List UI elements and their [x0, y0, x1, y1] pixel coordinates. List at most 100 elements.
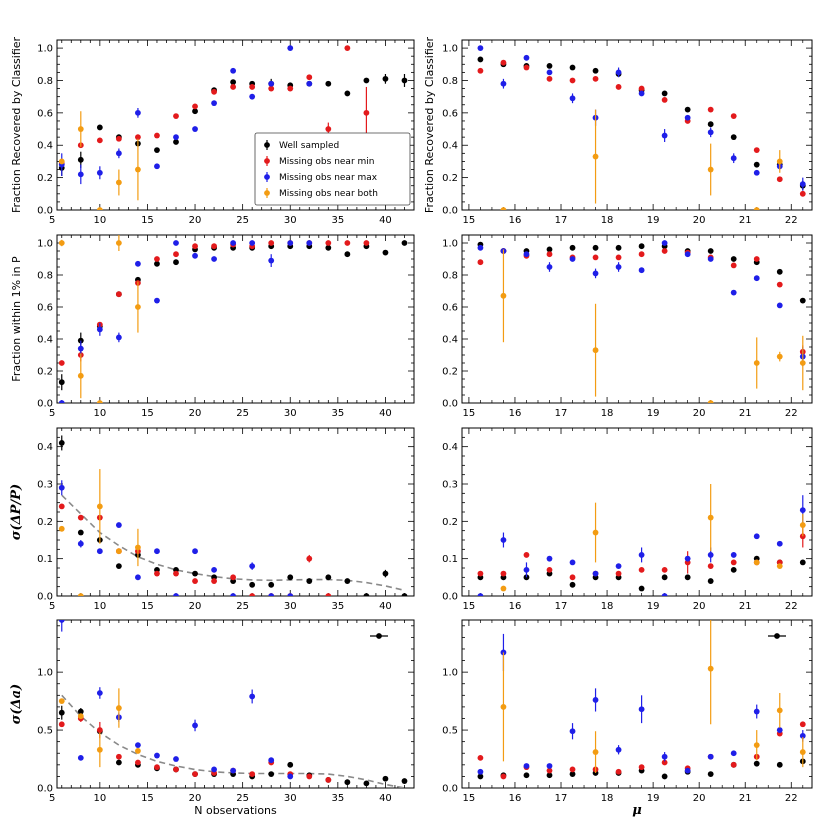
data-point	[77, 345, 84, 352]
data-point	[546, 566, 553, 573]
data-layer	[477, 620, 806, 780]
data-point	[58, 698, 65, 705]
data-point	[546, 264, 553, 270]
data-point	[192, 578, 198, 584]
panel-sigmaA_mu: 15 16 17 18 19 20 21 22 0.0 0.5 1.0 μ	[442, 619, 813, 818]
data-point	[592, 270, 599, 277]
y-tick-label: 0.5	[37, 726, 53, 737]
data-point	[268, 80, 275, 87]
data-point	[96, 400, 103, 403]
data-point	[58, 440, 65, 446]
data-point	[753, 708, 760, 715]
data-point	[753, 360, 760, 366]
y-axis-label: σ(ΔP/P)	[9, 484, 24, 540]
y-tick-label: 0.0	[37, 784, 53, 795]
data-point	[730, 750, 737, 757]
x-tick-label: 25	[236, 408, 249, 419]
data-point	[776, 761, 783, 768]
x-tick-label: 25	[236, 601, 249, 612]
legend-marker	[376, 633, 382, 639]
y-tick-label: 0.0	[442, 399, 458, 410]
y-tick-label: 0.5	[442, 726, 458, 737]
data-point	[306, 74, 313, 81]
data-point	[661, 574, 668, 581]
x-tick-label: 5	[49, 408, 55, 419]
data-point	[77, 514, 84, 521]
data-point	[211, 566, 217, 573]
x-tick-label: 17	[555, 408, 568, 419]
data-point	[730, 155, 737, 162]
x-tick-label: 19	[647, 408, 660, 419]
data-point	[615, 244, 622, 251]
data-point	[135, 574, 141, 581]
data-point	[382, 75, 389, 82]
x-tick-label: 20	[189, 215, 202, 226]
x-tick-label: 21	[739, 601, 752, 612]
data-point	[58, 503, 65, 510]
data-point	[707, 166, 714, 173]
data-point	[249, 581, 256, 588]
data-point	[135, 134, 141, 141]
data-point	[592, 254, 599, 261]
x-tick-label: 21	[739, 408, 752, 419]
data-point	[477, 768, 484, 775]
data-point	[77, 171, 84, 178]
data-point	[569, 771, 576, 777]
data-point	[268, 757, 275, 764]
data-point	[569, 574, 576, 581]
data-point	[173, 766, 179, 773]
data-point	[776, 158, 783, 165]
data-point	[306, 555, 313, 562]
x-tick-label: 18	[601, 793, 614, 804]
x-tick-label: 15	[463, 408, 476, 419]
data-point	[615, 563, 622, 570]
y-tick-label: 1.0	[37, 44, 53, 55]
data-point	[684, 251, 691, 258]
data-point	[638, 90, 645, 97]
x-tick-label: 10	[93, 215, 106, 226]
data-point	[615, 84, 622, 90]
data-point	[344, 240, 351, 246]
data-point	[173, 756, 179, 762]
data-point	[569, 728, 576, 735]
legend: Well sampled Missing obs near min Missing …	[254, 132, 411, 206]
data-point	[661, 593, 668, 596]
data-point	[638, 552, 645, 558]
data-point	[173, 240, 179, 246]
y-tick-label: 0.6	[37, 303, 53, 314]
data-point	[707, 248, 714, 254]
data-point	[569, 581, 576, 588]
data-point	[115, 563, 122, 570]
data-point	[135, 742, 141, 749]
data-point	[173, 593, 179, 596]
x-tick-label: 20	[189, 408, 202, 419]
x-tick-label: 22	[785, 215, 798, 226]
data-point	[135, 109, 141, 116]
data-point	[58, 709, 65, 716]
legend-well-sampled	[768, 633, 786, 639]
data-point	[249, 693, 256, 700]
data-point	[363, 240, 370, 246]
y-tick-label: 0.2	[37, 517, 53, 528]
data-point	[776, 727, 783, 733]
legend-label: Well sampled	[279, 141, 339, 151]
data-point	[401, 593, 408, 596]
data-point	[592, 244, 599, 251]
y-tick-label: 0.4	[442, 335, 458, 346]
data-point	[684, 114, 691, 121]
data-point	[730, 761, 737, 768]
data-point	[569, 95, 576, 102]
data-point	[638, 764, 645, 771]
legend-box	[254, 132, 411, 206]
x-tick-label: 35	[331, 408, 344, 419]
data-point	[344, 251, 351, 258]
y-axis-label: Fraction Recovered by Classifier	[423, 36, 436, 213]
data-point	[638, 267, 645, 274]
data-point	[730, 256, 737, 262]
data-point	[592, 67, 599, 74]
data-point	[325, 244, 332, 251]
data-point	[569, 77, 576, 84]
data-point	[615, 69, 622, 76]
y-axis-label: Fraction within 1% in P	[10, 256, 23, 382]
data-point	[500, 59, 507, 66]
